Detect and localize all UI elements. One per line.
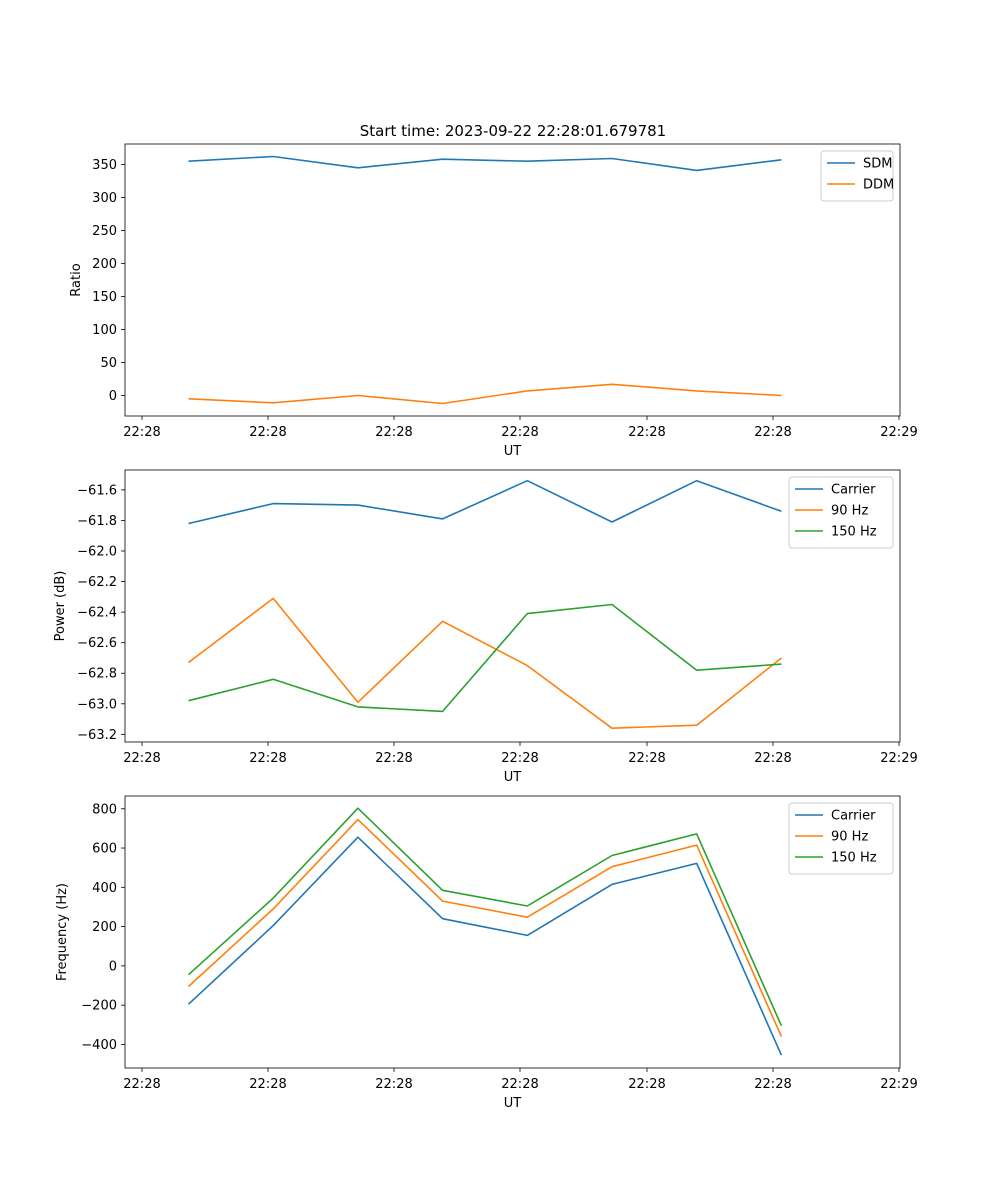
axes-frame [124, 795, 901, 1069]
series-line-90-hz [187, 818, 783, 1037]
x-tick-label: 22:28 [375, 425, 412, 440]
ratio-panel: 0 50 100 150 200 250 300 350 22:28 22:28 22:28 22:2… [69, 143, 918, 459]
series-line-carrier [187, 836, 783, 1056]
x-axis-label: UT [504, 444, 522, 459]
axes-frame [124, 469, 901, 743]
x-tick-label: 22:28 [375, 1077, 412, 1092]
y-tick-label: 800 [92, 802, 117, 817]
x-axis-label: UT [504, 770, 522, 785]
x-tick-label: 22:28 [754, 751, 791, 766]
series-line-150-hz [188, 603, 782, 713]
power-panel: −63.2 −63.0 −62.8 −62.6 −62.4 −62.2 −62.0 −61.8… [53, 469, 918, 785]
y-tick-label: 0 [109, 389, 117, 404]
y-tick-label: 600 [92, 842, 117, 857]
legend-label: DDM [863, 178, 894, 193]
y-tick-label: −62.8 [77, 667, 117, 682]
y-tick-label: 100 [92, 323, 117, 338]
legend-label: Carrier [831, 483, 876, 498]
legend-label: 90 Hz [831, 830, 868, 845]
y-tick-label: 250 [92, 224, 117, 239]
x-tick-label: 22:28 [754, 1077, 791, 1092]
y-tick-label: −61.8 [77, 514, 117, 529]
y-axis-label: Frequency (Hz) [55, 883, 70, 981]
x-tick-label: 22:28 [628, 1077, 665, 1092]
y-tick-label: −63.2 [77, 728, 117, 743]
x-tick-label: 22:28 [628, 751, 665, 766]
y-tick-label: −63.0 [77, 697, 117, 712]
legend: SDM DDM [820, 150, 894, 202]
y-tick-label: −61.6 [77, 483, 117, 498]
series-line-90-hz [188, 597, 782, 730]
y-tick-label: −62.4 [77, 606, 117, 621]
x-tick-label: 22:28 [375, 751, 412, 766]
y-tick-label: −400 [81, 1038, 117, 1053]
y-tick-label: −62.0 [77, 544, 117, 559]
x-tick-label: 22:28 [628, 425, 665, 440]
y-tick-label: 200 [92, 257, 117, 272]
x-axis-label: UT [504, 1096, 522, 1111]
series-line-carrier [188, 479, 782, 525]
legend: Carrier 90 Hz 150 Hz [788, 476, 894, 549]
x-tick-label: 22:28 [754, 425, 791, 440]
legend-label: 150 Hz [831, 851, 877, 866]
x-tick-label: 22:28 [123, 425, 160, 440]
y-tick-label: 350 [92, 158, 117, 173]
y-tick-label: −62.2 [77, 575, 117, 590]
x-tick-label: 22:28 [249, 1077, 286, 1092]
x-tick-label: 22:28 [123, 1077, 160, 1092]
x-tick-label: 22:29 [880, 425, 917, 440]
x-tick-label: 22:28 [249, 751, 286, 766]
figure-title: Start time: 2023-09-22 22:28:01.679781 [360, 122, 666, 140]
y-tick-label: 50 [100, 356, 117, 371]
x-tick-label: 22:28 [501, 1077, 538, 1092]
y-tick-label: 150 [92, 290, 117, 305]
y-tick-label: 400 [92, 881, 117, 896]
legend: Carrier 90 Hz 150 Hz [788, 802, 894, 875]
series-line-150-hz [187, 807, 783, 1027]
x-tick-label: 22:29 [880, 751, 917, 766]
series-line-sdm [188, 155, 782, 172]
y-axis-label: Ratio [69, 263, 84, 296]
y-tick-label: 300 [92, 191, 117, 206]
frequency-panel: −400 −200 0 200 400 600 800 22:28 22:28 22:28 22:2… [55, 795, 918, 1111]
y-tick-label: 200 [92, 920, 117, 935]
y-tick-label: −62.6 [77, 636, 117, 651]
legend-label: Carrier [831, 809, 876, 824]
axes-frame [124, 143, 901, 417]
legend-label: SDM [863, 157, 892, 172]
y-tick-label: 0 [109, 959, 117, 974]
y-tick-label: −200 [81, 999, 117, 1014]
series-line-ddm [188, 383, 782, 405]
y-axis-label: Power (dB) [53, 571, 68, 642]
x-tick-label: 22:28 [249, 425, 286, 440]
legend-label: 90 Hz [831, 504, 868, 519]
legend-label: 150 Hz [831, 525, 877, 540]
x-tick-label: 22:28 [123, 751, 160, 766]
x-tick-label: 22:29 [880, 1077, 917, 1092]
x-tick-label: 22:28 [501, 751, 538, 766]
x-tick-label: 22:28 [501, 425, 538, 440]
